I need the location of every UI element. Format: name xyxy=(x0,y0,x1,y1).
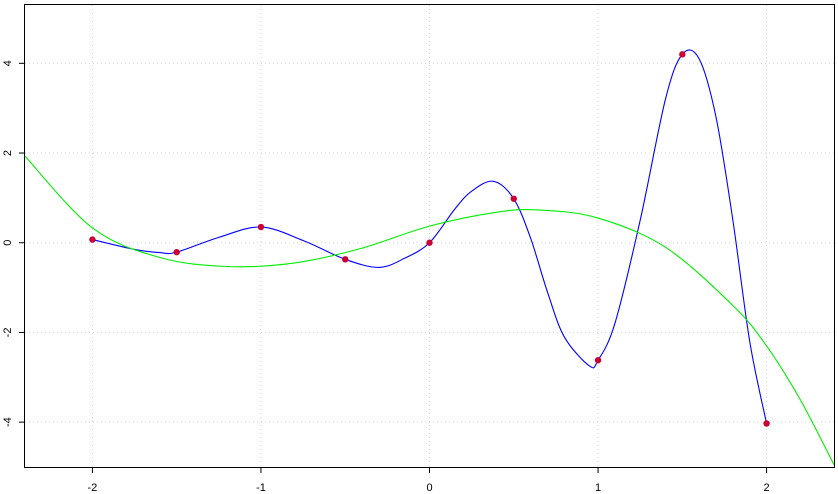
y-tick-label: 0 xyxy=(2,240,14,246)
y-tick-label: -2 xyxy=(2,328,14,338)
x-tick-label: -1 xyxy=(256,482,266,494)
data-point xyxy=(594,357,602,364)
data-point xyxy=(763,420,770,427)
data-point xyxy=(679,51,686,58)
data-point xyxy=(173,248,180,256)
x-tick-label: -2 xyxy=(88,482,98,494)
data-point xyxy=(257,223,265,231)
data-point xyxy=(89,236,96,243)
x-tick-label: 1 xyxy=(595,482,601,494)
series-line-fit xyxy=(24,155,835,466)
y-tick-label: -4 xyxy=(2,417,14,427)
grid xyxy=(25,5,834,467)
y-axis: -4 -2 0 2 4 xyxy=(2,60,25,427)
data-point xyxy=(510,195,517,202)
y-tick-label: 2 xyxy=(2,150,14,156)
x-tick-label: 0 xyxy=(426,482,432,494)
series-line-spline xyxy=(92,49,768,424)
data-point xyxy=(426,239,433,246)
x-axis: -2 -1 0 1 2 xyxy=(88,467,770,494)
y-tick-label: 4 xyxy=(2,60,14,66)
data-point xyxy=(342,256,349,263)
data-points xyxy=(89,51,770,427)
x-tick-label: 2 xyxy=(764,482,770,494)
